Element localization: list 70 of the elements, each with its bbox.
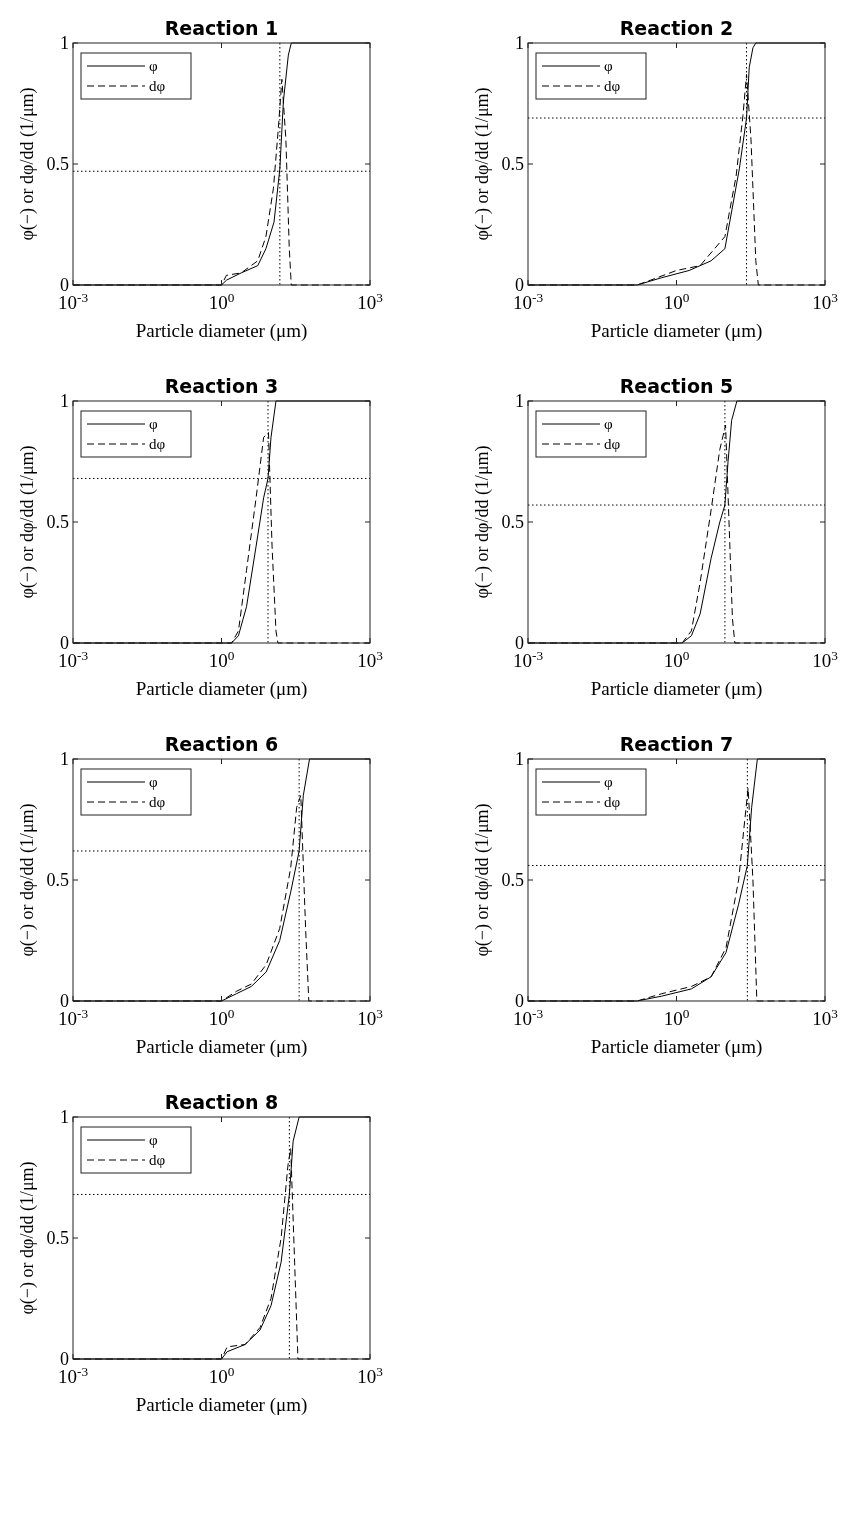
legend-label: dφ — [604, 794, 621, 810]
y-tick-label: 1 — [515, 391, 524, 411]
y-tick-label: 1 — [60, 33, 69, 53]
y-tick-label: 0.5 — [46, 512, 69, 532]
y-axis-title: φ(−) or dφ/dd (1/μm) — [17, 87, 38, 241]
chart-title: Reaction 1 — [164, 17, 279, 39]
y-tick-label: 0 — [515, 275, 524, 295]
legend-label: φ — [149, 416, 158, 432]
x-axis-title: Particle diameter (μm) — [590, 320, 763, 342]
chart-title: Reaction 2 — [619, 17, 734, 39]
y-tick-label: 0 — [515, 991, 524, 1011]
chart-title: Reaction 5 — [619, 375, 734, 397]
x-tick-label: 10$^{3}$ — [812, 289, 839, 313]
y-tick-label: 0 — [60, 633, 69, 653]
y-tick-label: 1 — [515, 33, 524, 53]
y-tick-label: 0.5 — [46, 154, 69, 174]
y-axis-title: φ(−) or dφ/dd (1/μm) — [17, 1161, 38, 1315]
y-tick-label: 0.5 — [501, 870, 524, 890]
y-tick-label: 1 — [60, 391, 69, 411]
x-tick-label: 10$^{3}$ — [357, 647, 384, 671]
x-axis-title: Particle diameter (μm) — [135, 320, 308, 342]
x-tick-label: 10$^{0}$ — [208, 1005, 235, 1029]
x-tick-label: 10$^{3}$ — [357, 289, 384, 313]
legend-label: dφ — [149, 78, 166, 94]
chart-title: Reaction 8 — [164, 1091, 279, 1113]
chart-title: Reaction 6 — [164, 733, 279, 755]
x-tick-label: 10$^{0}$ — [663, 647, 690, 671]
legend-label: φ — [149, 1132, 158, 1148]
y-tick-label: 0 — [60, 275, 69, 295]
legend-label: φ — [149, 58, 158, 74]
y-axis-title: φ(−) or dφ/dd (1/μm) — [472, 445, 493, 599]
legend-label: dφ — [604, 436, 621, 452]
y-tick-label: 0 — [60, 1349, 69, 1369]
y-tick-label: 1 — [60, 749, 69, 769]
chart-title: Reaction 3 — [164, 375, 279, 397]
x-tick-label: 10$^{0}$ — [208, 647, 235, 671]
x-tick-label: 10$^{0}$ — [663, 1005, 690, 1029]
legend-label: φ — [149, 774, 158, 790]
x-tick-label: 10$^{3}$ — [357, 1005, 384, 1029]
legend-label: dφ — [149, 794, 166, 810]
legend-label: dφ — [604, 78, 621, 94]
chart-title: Reaction 7 — [619, 733, 734, 755]
y-axis-title: φ(−) or dφ/dd (1/μm) — [17, 803, 38, 957]
y-tick-label: 0 — [60, 991, 69, 1011]
y-tick-label: 1 — [60, 1107, 69, 1127]
x-axis-title: Particle diameter (μm) — [135, 1394, 308, 1416]
legend-label: φ — [604, 58, 613, 74]
x-tick-label: 10$^{3}$ — [812, 647, 839, 671]
y-tick-label: 0.5 — [46, 1228, 69, 1248]
y-axis-title: φ(−) or dφ/dd (1/μm) — [472, 87, 493, 241]
y-axis-title: φ(−) or dφ/dd (1/μm) — [17, 445, 38, 599]
x-axis-title: Particle diameter (μm) — [590, 678, 763, 700]
legend-label: dφ — [149, 1152, 166, 1168]
legend-label: dφ — [149, 436, 166, 452]
x-axis-title: Particle diameter (μm) — [135, 678, 308, 700]
x-tick-label: 10$^{3}$ — [812, 1005, 839, 1029]
x-axis-title: Particle diameter (μm) — [590, 1036, 763, 1058]
legend-label: φ — [604, 416, 613, 432]
x-tick-label: 10$^{0}$ — [208, 1363, 235, 1387]
x-axis-title: Particle diameter (μm) — [135, 1036, 308, 1058]
y-tick-label: 1 — [515, 749, 524, 769]
y-tick-label: 0 — [515, 633, 524, 653]
x-tick-label: 10$^{3}$ — [357, 1363, 384, 1387]
y-axis-title: φ(−) or dφ/dd (1/μm) — [472, 803, 493, 957]
legend-label: φ — [604, 774, 613, 790]
y-tick-label: 0.5 — [501, 154, 524, 174]
y-tick-label: 0.5 — [46, 870, 69, 890]
x-tick-label: 10$^{0}$ — [663, 289, 690, 313]
x-tick-label: 10$^{0}$ — [208, 289, 235, 313]
y-tick-label: 0.5 — [501, 512, 524, 532]
